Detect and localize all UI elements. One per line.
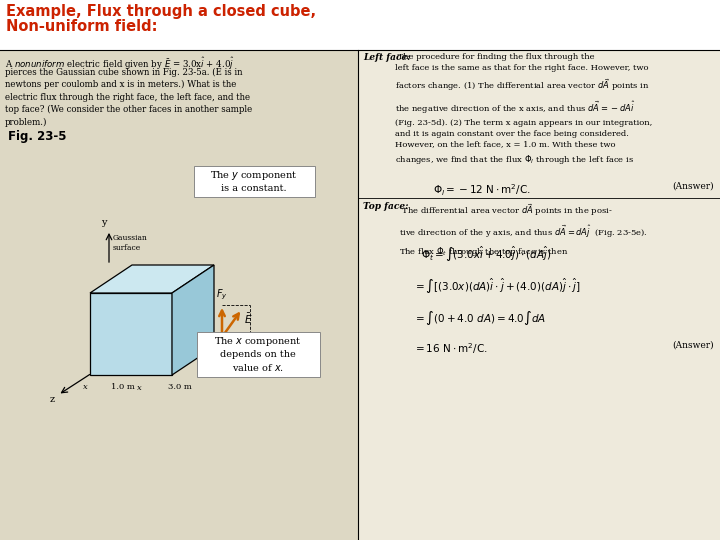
Text: $F_y$: $F_y$: [216, 288, 228, 302]
Text: (Answer): (Answer): [672, 182, 714, 191]
Text: $= 16\ \mathrm{N \cdot m^2/C}.$: $= 16\ \mathrm{N \cdot m^2/C}.$: [413, 341, 487, 356]
Text: Gaussian
surface: Gaussian surface: [113, 234, 148, 252]
Text: top face? (We consider the other faces in another sample: top face? (We consider the other faces i…: [5, 105, 252, 114]
Text: $\bar{E}$: $\bar{E}$: [244, 312, 253, 326]
FancyBboxPatch shape: [197, 332, 320, 376]
Text: (Answer): (Answer): [672, 341, 714, 350]
Text: $\Phi_l = -12\ \mathrm{N \cdot m^2/C}.$: $\Phi_l = -12\ \mathrm{N \cdot m^2/C}.$: [433, 182, 531, 198]
Text: Fig. 23-5: Fig. 23-5: [8, 130, 66, 143]
Text: A $\it{nonuniform}$ electric field given by $\bar{E}$ = 3.0x$\hat{i}$ + 4.0$\hat: A $\it{nonuniform}$ electric field given…: [5, 55, 235, 72]
Text: $= \int (0 + 4.0\ dA) = 4.0 \int dA$: $= \int (0 + 4.0\ dA) = 4.0 \int dA$: [413, 309, 546, 327]
Text: y: y: [102, 218, 107, 227]
Text: The $x$ component
depends on the
value of $x$.: The $x$ component depends on the value o…: [215, 335, 302, 373]
Text: Non-uniform field:: Non-uniform field:: [6, 19, 158, 34]
Polygon shape: [172, 265, 214, 375]
Text: $\Phi_t = \int (3.0x\hat{i} + 4.0\hat{j}) \cdot (dA\hat{j})$: $\Phi_t = \int (3.0x\hat{i} + 4.0\hat{j}…: [420, 245, 552, 264]
Text: electric flux through the right face, the left face, and the: electric flux through the right face, th…: [5, 92, 250, 102]
Text: 1.0 m: 1.0 m: [111, 383, 135, 391]
Text: newtons per coulomb and x is in meters.) What is the: newtons per coulomb and x is in meters.)…: [5, 80, 236, 89]
Bar: [358, 0, 720, 540]
Text: pierces the Gaussian cube shown in Fig. 23-5a. (E is in: pierces the Gaussian cube shown in Fig. …: [5, 68, 243, 77]
Text: $= \int [(3.0x)(dA)\hat{i} \cdot \hat{j} + (4.0)(dA)\hat{j} \cdot \hat{j}]$: $= \int [(3.0x)(dA)\hat{i} \cdot \hat{j}…: [413, 277, 580, 296]
Text: Left face:: Left face:: [363, 53, 410, 62]
Text: 3.0 m: 3.0 m: [168, 383, 192, 391]
Text: Top face:: Top face:: [363, 202, 408, 211]
Text: z: z: [50, 395, 55, 403]
Text: The $y$ component
is a constant.: The $y$ component is a constant.: [210, 169, 297, 193]
FancyBboxPatch shape: [194, 165, 315, 197]
Text: Example, Flux through a closed cube,: Example, Flux through a closed cube,: [6, 4, 316, 19]
Polygon shape: [90, 293, 172, 375]
Text: x: x: [255, 342, 261, 352]
Text: x: x: [83, 383, 87, 391]
Polygon shape: [90, 265, 214, 293]
Text: The differential area vector $d\vec{A}$ points in the posi-
tive direction of th: The differential area vector $d\vec{A}$ …: [399, 202, 647, 258]
Text: $E_x$: $E_x$: [224, 356, 236, 370]
Bar: [0, 0, 720, 50]
Text: problem.): problem.): [5, 118, 48, 126]
Text: x: x: [137, 384, 141, 392]
Text: The procedure for finding the flux through the
left face is the same as that for: The procedure for finding the flux throu…: [395, 53, 652, 166]
